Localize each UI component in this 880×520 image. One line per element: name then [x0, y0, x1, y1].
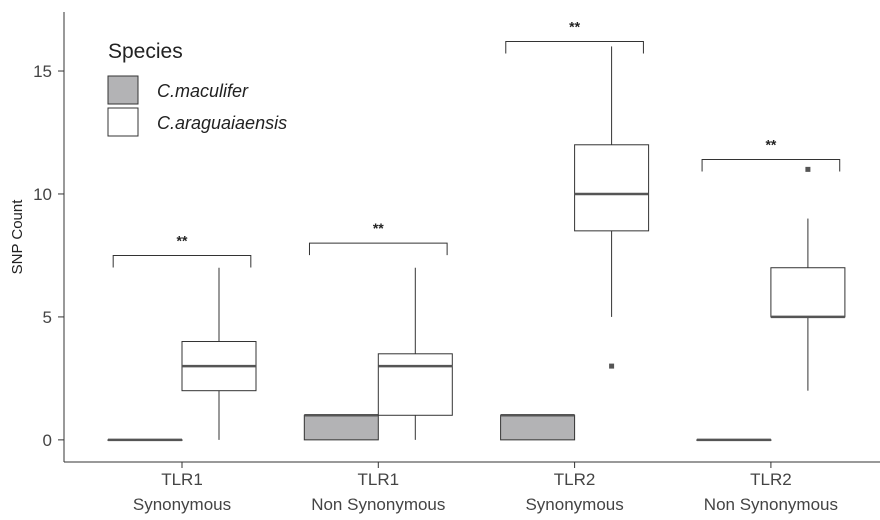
legend-label: C.maculifer	[157, 81, 249, 101]
box-body	[377, 353, 453, 416]
bracket-line	[112, 254, 252, 268]
box-caraguaiaensis-2	[574, 46, 650, 369]
y-tick-label: 5	[43, 308, 52, 327]
x-tick-label-line2: Synonymous	[133, 495, 231, 514]
box-body	[303, 414, 379, 441]
x-tick-label-line1: TLR1	[161, 470, 203, 489]
box-body	[770, 267, 846, 318]
legend-items: C.maculifer C.araguaiaensis	[107, 75, 287, 137]
x-tick-label-line1: TLR2	[750, 470, 792, 489]
x-tick-label-line2: Synonymous	[525, 495, 623, 514]
significance-bracket: **	[505, 19, 644, 54]
y-tick-label: 15	[33, 62, 52, 81]
x-tick-label-line2: Non Synonymous	[311, 495, 445, 514]
x-axis-ticks: TLR1 Synonymous TLR1 Non Synonymous TLR2 Syno…	[133, 462, 838, 514]
box-caraguaiaensis-0	[181, 267, 257, 440]
significance-brackets: ** ** ** **	[112, 19, 841, 268]
x-tick-label-line2: Non Synonymous	[704, 495, 838, 514]
legend: Species C.maculifer C.araguaiaensis	[107, 40, 287, 137]
y-axis-title: SNP Count	[9, 199, 26, 275]
box-cmaculifer-1	[303, 414, 379, 441]
x-tick-label-line1: TLR1	[358, 470, 400, 489]
x-tick-label-line1: TLR2	[554, 470, 596, 489]
bracket-line	[701, 159, 841, 172]
legend-title: Species	[108, 40, 183, 63]
box-caraguaiaensis-3	[770, 166, 846, 391]
y-axis-ticks: 0 5 10 15	[33, 62, 64, 450]
significance-label: **	[373, 220, 384, 236]
legend-swatch	[107, 75, 139, 105]
box-cmaculifer-2	[500, 414, 576, 441]
box-cmaculifer-3	[696, 438, 772, 442]
significance-bracket: **	[308, 220, 448, 256]
significance-label: **	[765, 137, 776, 153]
box-cmaculifer-0	[107, 438, 183, 442]
box-body	[500, 414, 576, 441]
bracket-line	[505, 41, 644, 54]
y-tick-label: 0	[43, 431, 52, 450]
box-caraguaiaensis-1	[377, 267, 453, 440]
outlier-point	[805, 166, 811, 172]
legend-label: C.araguaiaensis	[157, 113, 287, 133]
box-body	[574, 144, 650, 232]
axes	[63, 12, 880, 463]
bracket-line	[308, 242, 448, 256]
legend-swatch	[107, 107, 139, 137]
y-tick-label: 10	[33, 185, 52, 204]
significance-bracket: **	[112, 232, 252, 268]
significance-label: **	[569, 19, 580, 35]
outlier-point	[609, 363, 615, 369]
box-plots	[107, 46, 846, 442]
significance-bracket: **	[701, 137, 841, 172]
significance-label: **	[177, 232, 188, 248]
